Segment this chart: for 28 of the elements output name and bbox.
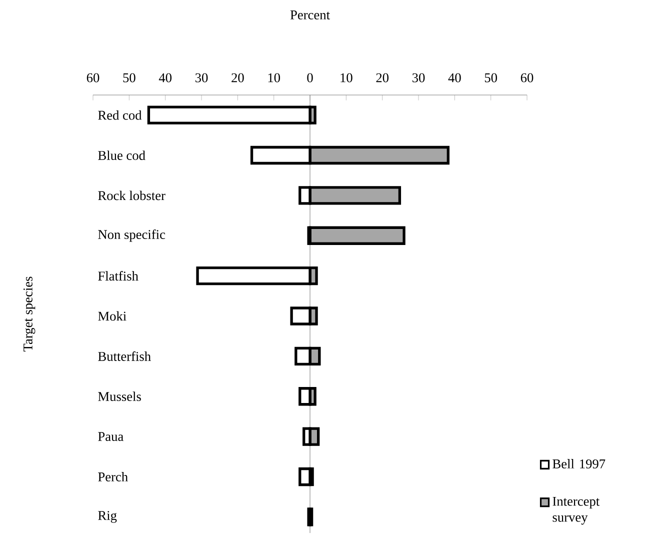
- legend-label: Intercept survey: [552, 496, 600, 525]
- x-tick-label: 20: [232, 73, 244, 82]
- y-tick-label: Non specific: [98, 230, 166, 242]
- x-tick-label: 40: [158, 73, 172, 82]
- y-tick-label: Rig: [98, 511, 117, 523]
- x-tick-label: 10: [268, 73, 280, 82]
- x-tick-label: 60: [520, 73, 534, 82]
- y-tick-label: Flatfish: [98, 271, 138, 281]
- y-axis-title: Target species: [23, 276, 36, 352]
- y-tick-label: Moki: [98, 311, 126, 321]
- x-axis-title: Percent: [290, 10, 330, 20]
- legend-label: Bell 1997: [552, 459, 606, 468]
- y-tick-label: Perch: [98, 472, 128, 482]
- y-tick-label: Red cod: [98, 110, 142, 120]
- y-tick-label: Paua: [98, 432, 124, 441]
- x-tick-label: 0: [307, 73, 313, 82]
- x-tick-label: 50: [484, 73, 498, 82]
- x-tick-label: 10: [340, 73, 352, 82]
- x-tick-label: 30: [412, 73, 425, 82]
- x-tick-label: 40: [448, 73, 461, 82]
- y-tick-label: Rock lobster: [98, 190, 166, 200]
- x-tick-label: 20: [376, 73, 389, 82]
- y-tick-label: Blue cod: [98, 150, 146, 160]
- x-tick-label: 30: [195, 73, 208, 82]
- y-tick-label: Butterfish: [98, 351, 151, 361]
- y-tick-label: Mussels: [98, 392, 141, 402]
- x-tick-label: 60: [86, 73, 100, 82]
- x-tick-label: 50: [123, 73, 136, 82]
